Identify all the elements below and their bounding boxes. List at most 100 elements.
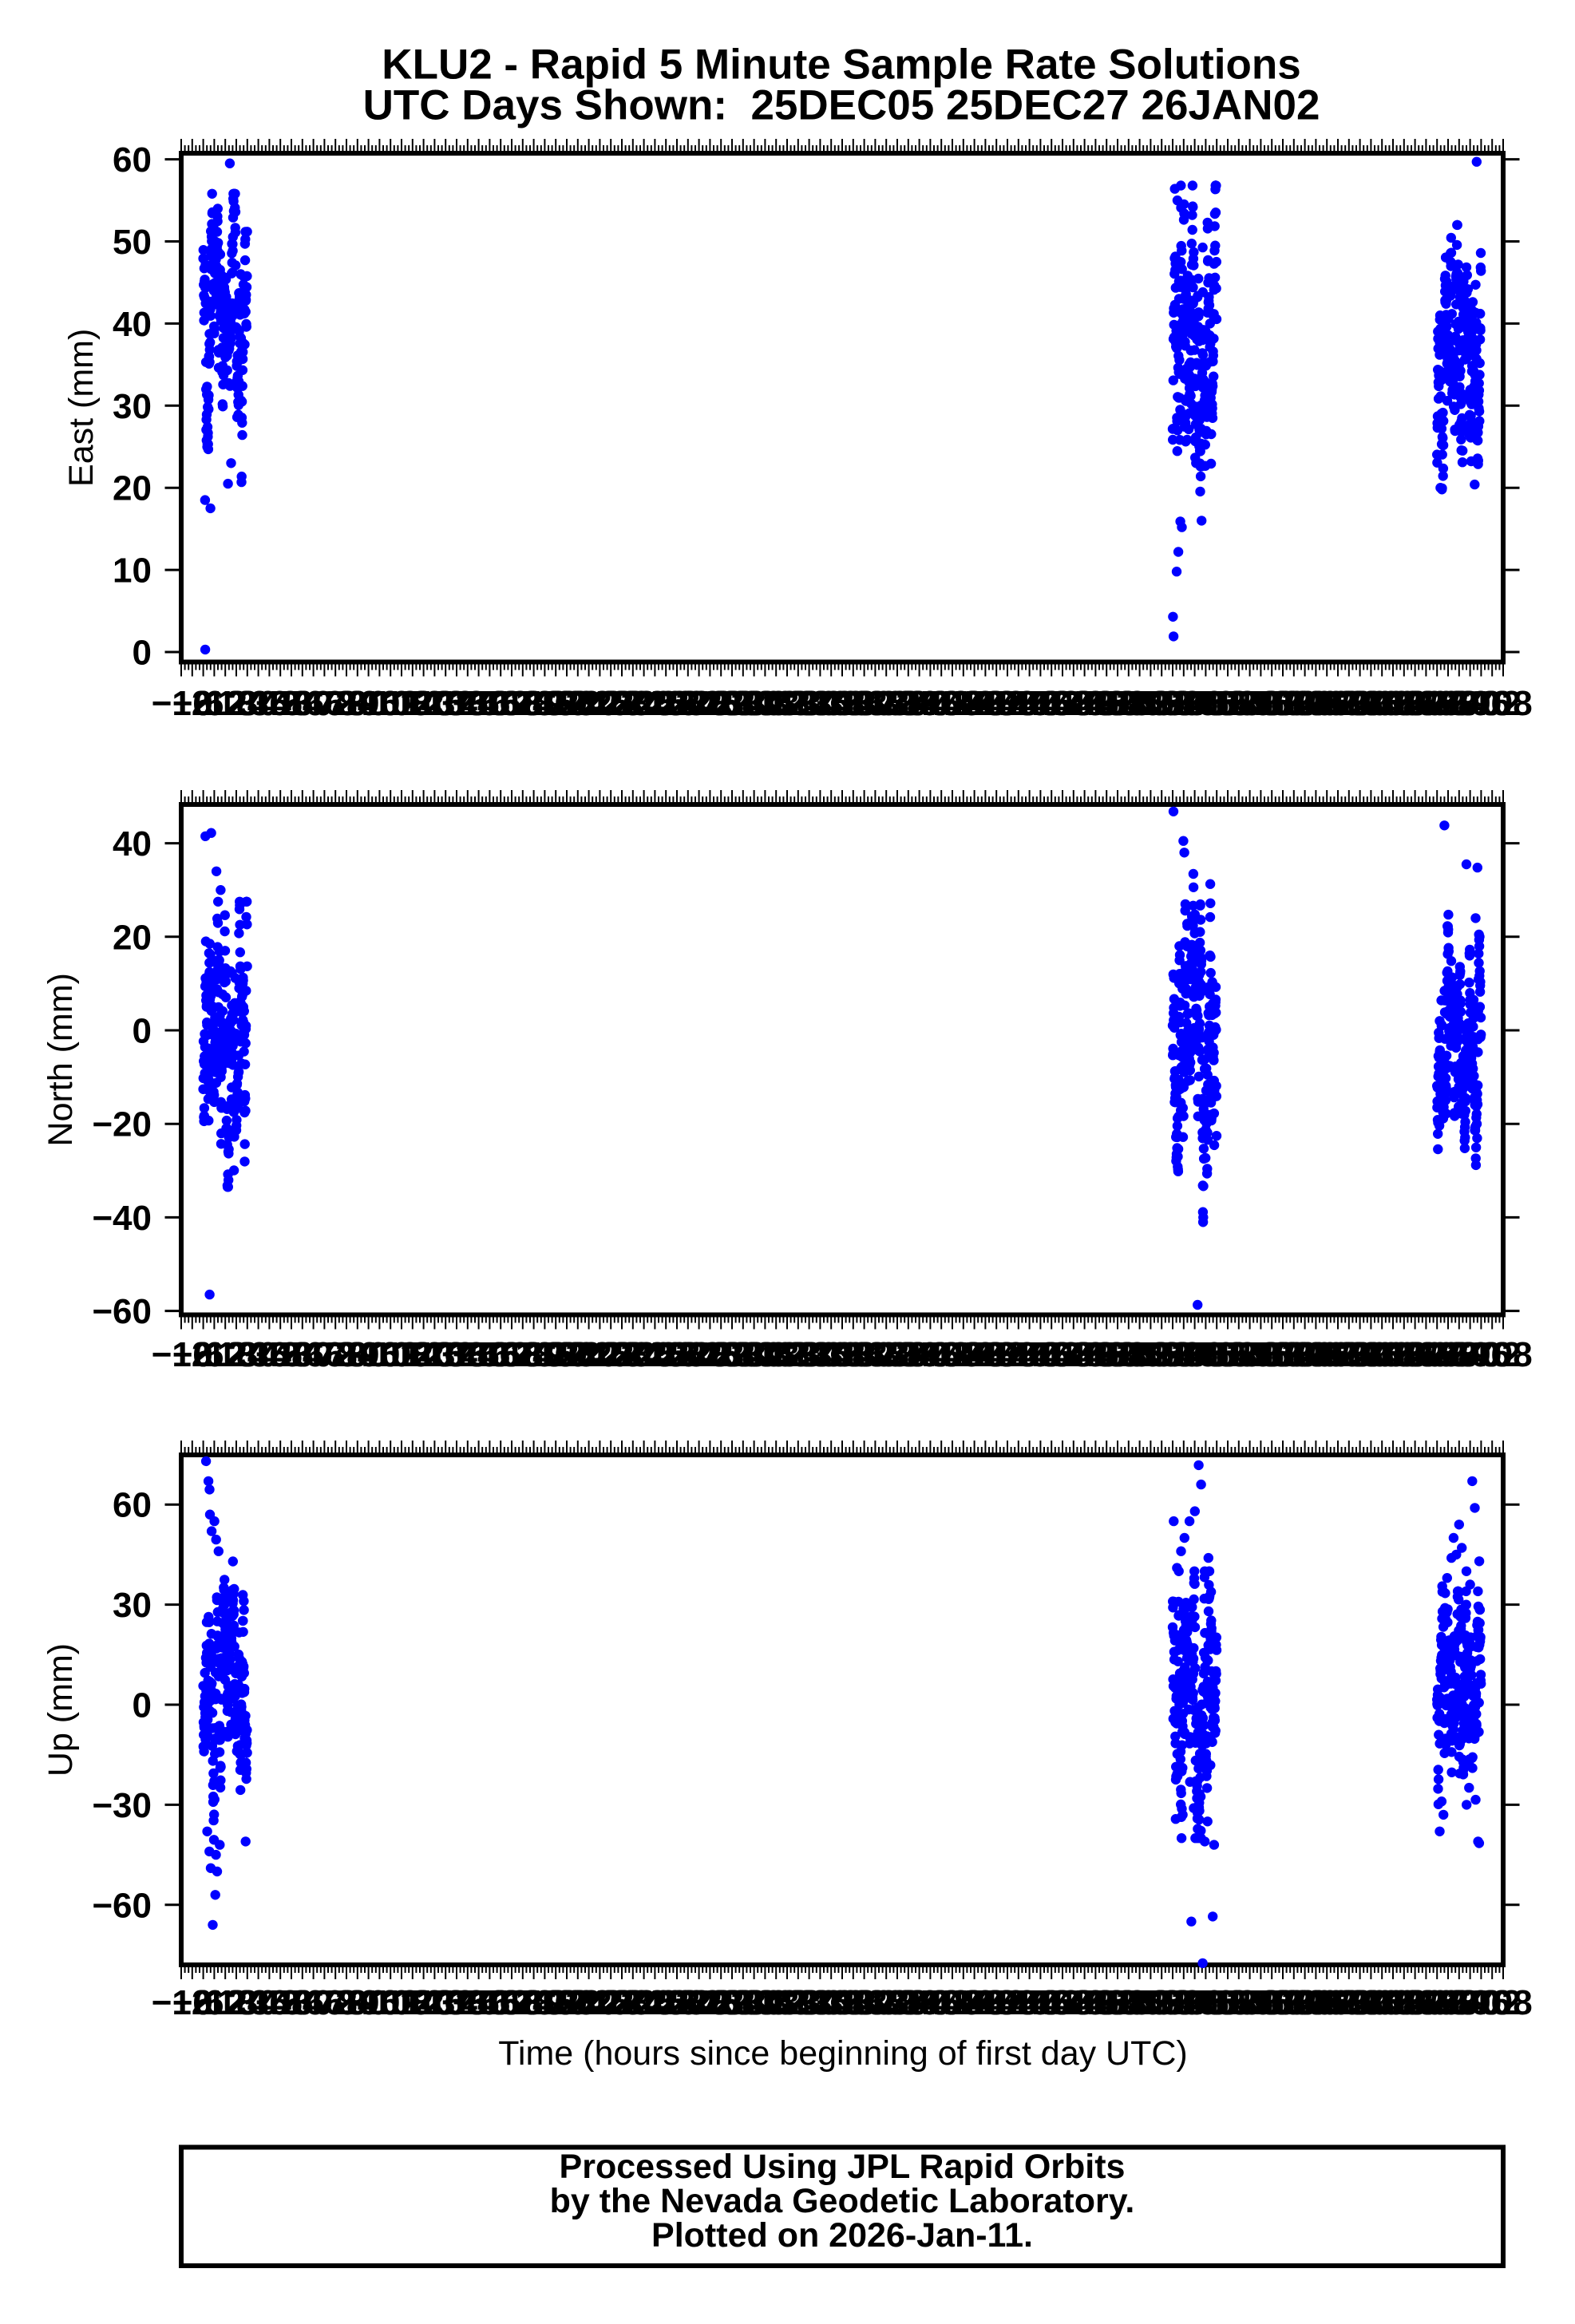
svg-text:390: 390 bbox=[890, 684, 948, 723]
svg-text:20: 20 bbox=[113, 918, 152, 957]
svg-text:432: 432 bbox=[967, 1983, 1025, 2022]
svg-text:654: 654 bbox=[1375, 1983, 1434, 2022]
svg-text:294: 294 bbox=[714, 1335, 773, 1374]
svg-text:288: 288 bbox=[702, 1983, 761, 2022]
svg-text:18: 18 bbox=[217, 1983, 256, 2022]
svg-text:630: 630 bbox=[1331, 1335, 1389, 1374]
svg-text:420: 420 bbox=[945, 1335, 1003, 1374]
svg-text:−60: −60 bbox=[92, 1886, 152, 1925]
svg-text:222: 222 bbox=[581, 684, 639, 723]
svg-text:690: 690 bbox=[1441, 684, 1499, 723]
svg-text:540: 540 bbox=[1165, 684, 1224, 723]
svg-text:348: 348 bbox=[813, 1983, 871, 2022]
svg-text:156: 156 bbox=[461, 1335, 519, 1374]
svg-text:6: 6 bbox=[204, 1983, 224, 2022]
svg-text:210: 210 bbox=[560, 1983, 618, 2022]
svg-text:252: 252 bbox=[636, 1983, 695, 2022]
svg-text:282: 282 bbox=[691, 684, 750, 723]
svg-text:18: 18 bbox=[217, 1335, 256, 1374]
svg-text:558: 558 bbox=[1198, 1983, 1256, 2022]
svg-text:384: 384 bbox=[879, 684, 938, 723]
svg-text:576: 576 bbox=[1232, 1335, 1290, 1374]
svg-text:360: 360 bbox=[835, 1335, 893, 1374]
svg-text:366: 366 bbox=[846, 684, 904, 723]
svg-text:96: 96 bbox=[360, 1983, 399, 2022]
svg-text:540: 540 bbox=[1165, 1983, 1224, 2022]
svg-text:246: 246 bbox=[626, 1983, 684, 2022]
svg-text:240: 240 bbox=[615, 1335, 673, 1374]
svg-text:606: 606 bbox=[1287, 1983, 1345, 2022]
svg-text:624: 624 bbox=[1320, 684, 1379, 723]
svg-text:444: 444 bbox=[989, 684, 1048, 723]
svg-text:630: 630 bbox=[1331, 1983, 1389, 2022]
svg-text:684: 684 bbox=[1430, 1983, 1489, 2022]
svg-text:396: 396 bbox=[901, 1983, 960, 2022]
svg-text:276: 276 bbox=[681, 1983, 739, 2022]
svg-text:120: 120 bbox=[394, 1335, 453, 1374]
svg-text:582: 582 bbox=[1242, 1335, 1300, 1374]
svg-text:588: 588 bbox=[1253, 1983, 1312, 2022]
svg-text:180: 180 bbox=[505, 1983, 563, 2022]
svg-text:300: 300 bbox=[725, 1335, 783, 1374]
svg-text:192: 192 bbox=[526, 684, 584, 723]
svg-text:582: 582 bbox=[1242, 1983, 1300, 2022]
svg-text:684: 684 bbox=[1430, 1335, 1489, 1374]
svg-text:−6: −6 bbox=[172, 1335, 212, 1374]
svg-text:24: 24 bbox=[228, 684, 267, 723]
svg-text:576: 576 bbox=[1232, 684, 1290, 723]
svg-text:90: 90 bbox=[349, 1983, 388, 2022]
svg-text:468: 468 bbox=[1033, 1983, 1091, 2022]
svg-text:150: 150 bbox=[449, 684, 508, 723]
svg-text:342: 342 bbox=[801, 1983, 860, 2022]
svg-text:624: 624 bbox=[1320, 1983, 1379, 2022]
svg-text:636: 636 bbox=[1342, 1335, 1400, 1374]
svg-text:600: 600 bbox=[1276, 684, 1334, 723]
svg-text:90: 90 bbox=[349, 684, 388, 723]
svg-text:66: 66 bbox=[305, 684, 344, 723]
svg-text:648: 648 bbox=[1363, 1335, 1422, 1374]
svg-text:234: 234 bbox=[603, 1983, 663, 2022]
svg-text:40: 40 bbox=[113, 305, 152, 344]
svg-text:294: 294 bbox=[714, 684, 773, 723]
svg-text:450: 450 bbox=[1000, 1335, 1059, 1374]
svg-text:126: 126 bbox=[406, 684, 464, 723]
svg-text:366: 366 bbox=[846, 1335, 904, 1374]
svg-text:UTC Days Shown: 25DEC05 25DEC: UTC Days Shown: 25DEC05 25DEC27 26JAN02 bbox=[363, 82, 1320, 129]
svg-text:414: 414 bbox=[934, 684, 993, 723]
svg-text:354: 354 bbox=[824, 1983, 883, 2022]
svg-text:528: 528 bbox=[1143, 1983, 1201, 2022]
svg-text:414: 414 bbox=[934, 1983, 993, 2022]
svg-text:522: 522 bbox=[1132, 1335, 1190, 1374]
svg-text:66: 66 bbox=[305, 1983, 344, 2022]
svg-text:468: 468 bbox=[1033, 684, 1091, 723]
svg-text:462: 462 bbox=[1022, 684, 1080, 723]
svg-text:144: 144 bbox=[438, 1335, 497, 1374]
svg-text:60: 60 bbox=[294, 1983, 333, 2022]
svg-text:42: 42 bbox=[261, 684, 300, 723]
svg-text:270: 270 bbox=[670, 684, 728, 723]
svg-text:672: 672 bbox=[1407, 684, 1466, 723]
svg-text:324: 324 bbox=[769, 1983, 828, 2022]
svg-text:60: 60 bbox=[294, 684, 333, 723]
svg-text:510: 510 bbox=[1110, 1335, 1169, 1374]
svg-text:564: 564 bbox=[1209, 684, 1268, 723]
svg-text:366: 366 bbox=[846, 1983, 904, 2022]
svg-text:534: 534 bbox=[1154, 1983, 1213, 2022]
svg-text:0: 0 bbox=[193, 1335, 212, 1374]
svg-text:618: 618 bbox=[1308, 684, 1367, 723]
svg-text:210: 210 bbox=[560, 684, 618, 723]
svg-text:378: 378 bbox=[868, 1983, 926, 2022]
svg-text:384: 384 bbox=[879, 1983, 938, 2022]
svg-text:132: 132 bbox=[416, 1335, 474, 1374]
svg-text:504: 504 bbox=[1099, 1983, 1158, 2022]
svg-text:60: 60 bbox=[113, 140, 152, 180]
svg-text:372: 372 bbox=[857, 1335, 915, 1374]
svg-text:414: 414 bbox=[934, 1335, 993, 1374]
svg-text:20: 20 bbox=[113, 469, 152, 508]
svg-text:450: 450 bbox=[1000, 1983, 1059, 2022]
svg-text:180: 180 bbox=[505, 684, 563, 723]
svg-text:504: 504 bbox=[1099, 1335, 1158, 1374]
svg-text:390: 390 bbox=[890, 1335, 948, 1374]
svg-text:−12: −12 bbox=[152, 1983, 212, 2022]
svg-text:534: 534 bbox=[1154, 1335, 1213, 1374]
